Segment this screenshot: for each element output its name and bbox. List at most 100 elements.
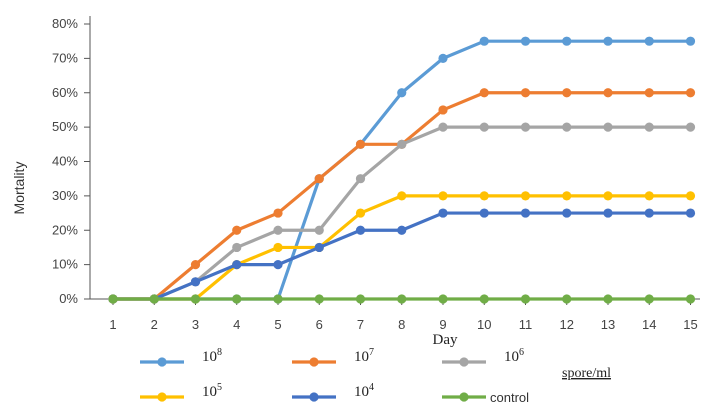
x-tick-label: 6 xyxy=(316,317,323,332)
x-tick-label: 15 xyxy=(683,317,697,332)
data-point-s6 xyxy=(273,225,283,235)
legend-swatch-marker xyxy=(459,357,469,367)
x-tick-label: 1 xyxy=(109,317,116,332)
data-point-control xyxy=(314,294,324,304)
data-point-control xyxy=(520,294,531,304)
x-tick-label: 12 xyxy=(560,317,574,332)
y-tick-label: 80% xyxy=(52,16,78,31)
legend-item-s7: 107 xyxy=(292,347,374,367)
x-tick-label: 2 xyxy=(151,317,158,332)
data-point-s6 xyxy=(603,122,613,132)
x-tick-label: 11 xyxy=(519,317,533,332)
y-tick-label: 60% xyxy=(52,85,78,100)
data-point-s7 xyxy=(232,225,242,235)
data-point-s7 xyxy=(562,88,572,98)
data-point-s4 xyxy=(355,225,366,235)
y-tick-label: 20% xyxy=(52,222,78,237)
data-point-s6 xyxy=(232,242,242,253)
y-tick-label: 40% xyxy=(52,154,78,169)
data-point-s8 xyxy=(479,36,489,46)
data-point-s8 xyxy=(685,36,696,46)
data-point-s6 xyxy=(397,139,407,149)
data-point-control xyxy=(562,294,572,304)
y-tick-label: 10% xyxy=(52,257,78,272)
data-point-s8 xyxy=(438,53,448,63)
data-point-s4 xyxy=(562,208,572,218)
series-layer xyxy=(108,36,696,304)
data-point-s4 xyxy=(438,208,448,218)
data-point-control xyxy=(273,294,283,304)
data-point-s7 xyxy=(314,174,324,184)
data-point-s6 xyxy=(355,174,366,184)
legend-label: 105 xyxy=(202,382,222,400)
x-tick-label: 7 xyxy=(357,317,364,332)
data-point-s5 xyxy=(479,191,489,201)
data-point-s7 xyxy=(603,88,613,98)
data-point-control xyxy=(644,294,654,304)
legend-item-s8: 108 xyxy=(140,347,222,367)
data-point-s5 xyxy=(562,191,572,201)
data-point-s8 xyxy=(562,36,572,46)
data-point-s5 xyxy=(685,191,696,201)
legend-units-label: spore/ml xyxy=(562,366,611,381)
data-point-s4 xyxy=(273,260,283,270)
data-point-s6 xyxy=(685,122,696,132)
data-point-s5 xyxy=(644,191,654,201)
data-point-s4 xyxy=(190,277,201,287)
y-axis-ticks: 0% 10% 20% 30% 40% 50% 60% 70% 80% xyxy=(52,16,90,306)
data-point-s4 xyxy=(520,208,531,218)
data-point-s4 xyxy=(603,208,613,218)
data-point-s4 xyxy=(232,260,242,270)
y-axis-title: Mortality xyxy=(11,162,27,215)
legend-label: 106 xyxy=(504,347,524,365)
data-point-s6 xyxy=(438,122,448,132)
data-point-s5 xyxy=(520,191,531,201)
x-tick-label: 13 xyxy=(601,317,615,332)
data-point-s5 xyxy=(355,208,366,218)
data-point-s7 xyxy=(355,139,366,149)
data-point-control xyxy=(108,294,118,304)
data-point-s8 xyxy=(603,36,613,46)
x-tick-label: 3 xyxy=(192,317,199,332)
data-point-control xyxy=(438,294,448,304)
y-tick-label: 0% xyxy=(59,291,78,306)
data-point-s6 xyxy=(562,122,572,132)
data-point-s4 xyxy=(397,225,407,235)
legend-swatch-marker xyxy=(157,392,167,402)
data-point-s7 xyxy=(520,88,531,98)
series-s5 xyxy=(108,191,696,304)
data-point-control xyxy=(190,294,201,304)
data-point-control xyxy=(232,294,242,304)
legend-swatch-marker xyxy=(157,357,167,367)
legend-label: control xyxy=(490,390,529,405)
data-point-s4 xyxy=(314,242,324,253)
legend-swatch-marker xyxy=(459,392,469,402)
legend-swatch-marker xyxy=(309,392,319,402)
data-point-s8 xyxy=(397,88,407,98)
legend-item-s6: 106 xyxy=(442,347,524,367)
data-point-control xyxy=(355,294,366,304)
data-point-s7 xyxy=(438,105,448,115)
data-point-s7 xyxy=(644,88,654,98)
data-point-s4 xyxy=(644,208,654,218)
y-tick-label: 30% xyxy=(52,188,78,203)
data-point-s4 xyxy=(479,208,489,218)
data-point-s6 xyxy=(644,122,654,132)
data-point-s7 xyxy=(190,260,201,270)
data-point-control xyxy=(603,294,613,304)
data-point-s6 xyxy=(314,225,324,235)
legend-item-s5: 105 xyxy=(140,382,222,402)
x-axis-ticks: 1 2 3 4 5 6 7 8 9 10 11 12 13 14 15 xyxy=(109,299,698,332)
data-point-control xyxy=(149,294,159,304)
y-tick-label: 70% xyxy=(52,50,78,65)
series-control xyxy=(108,294,696,304)
x-tick-label: 5 xyxy=(274,317,281,332)
data-point-control xyxy=(397,294,407,304)
data-point-s8 xyxy=(644,36,654,46)
legend-label: 104 xyxy=(354,382,374,400)
legend-label: 107 xyxy=(354,347,374,365)
x-tick-label: 4 xyxy=(233,317,240,332)
data-point-s5 xyxy=(603,191,613,201)
data-point-s6 xyxy=(479,122,489,132)
x-axis-title: Day xyxy=(433,332,458,348)
